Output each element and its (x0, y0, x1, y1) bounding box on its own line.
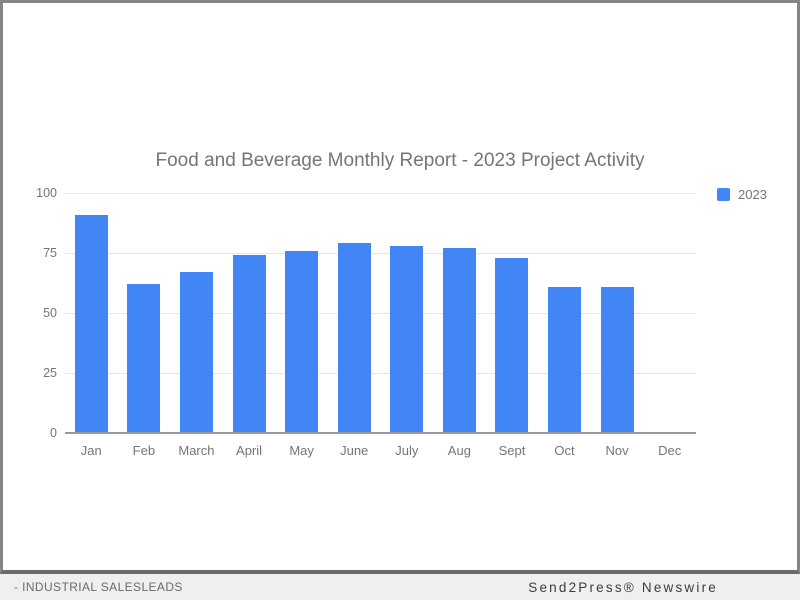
y-axis-label: 25 (43, 366, 57, 380)
y-axis-label: 100 (36, 186, 57, 200)
x-axis-label-may: May (289, 443, 314, 458)
legend-label: 2023 (738, 187, 767, 202)
gridline (65, 312, 696, 314)
x-axis-label-feb: Feb (132, 443, 156, 458)
x-axis-label-aug: Aug (447, 443, 471, 458)
x-axis-label-april: April (236, 443, 263, 458)
x-axis-label-oct: Oct (554, 443, 575, 458)
x-axis-label-jan: Jan (80, 443, 102, 458)
y-axis-label: 50 (43, 306, 57, 320)
x-axis-label-dec: Dec (658, 443, 682, 458)
gridline (65, 192, 696, 194)
bar-jan (74, 214, 108, 433)
attribution-bar: - INDUSTRIAL SALESLEADS Send2Press® News… (0, 574, 800, 600)
x-axis-label-sept: Sept (498, 443, 526, 458)
chart-title: Food and Beverage Monthly Report - 2023 … (155, 150, 645, 171)
bar-june (337, 243, 371, 433)
y-axis-label: 75 (43, 246, 57, 260)
bar-feb (127, 284, 161, 433)
bar-sept (495, 257, 529, 433)
x-axis-label-march: March (178, 443, 215, 458)
bar-april (232, 255, 266, 433)
x-axis-label-july: July (395, 443, 419, 458)
gridline (65, 252, 696, 254)
legend: 2023 (717, 187, 767, 202)
bar-nov (600, 286, 634, 433)
legend-swatch-icon (717, 188, 730, 201)
gridline (65, 372, 696, 374)
bar-march (179, 272, 213, 433)
x-axis-label-june: June (340, 443, 369, 458)
bar-may (285, 250, 319, 433)
attribution-source: - INDUSTRIAL SALESLEADS (14, 580, 183, 594)
attribution-newswire: Send2Press® Newswire (528, 579, 718, 595)
chart-card: Food and Beverage Monthly Report - 2023 … (0, 0, 800, 574)
bar-oct (548, 286, 582, 433)
x-axis-baseline (65, 432, 696, 434)
plot-area: 0 25 50 75 100 Jan Feb March April May June July Aug… (36, 186, 696, 458)
x-axis-label-nov: Nov (605, 443, 629, 458)
y-axis-label: 0 (50, 426, 57, 440)
bar-july (390, 245, 424, 433)
bar-aug (442, 248, 476, 433)
